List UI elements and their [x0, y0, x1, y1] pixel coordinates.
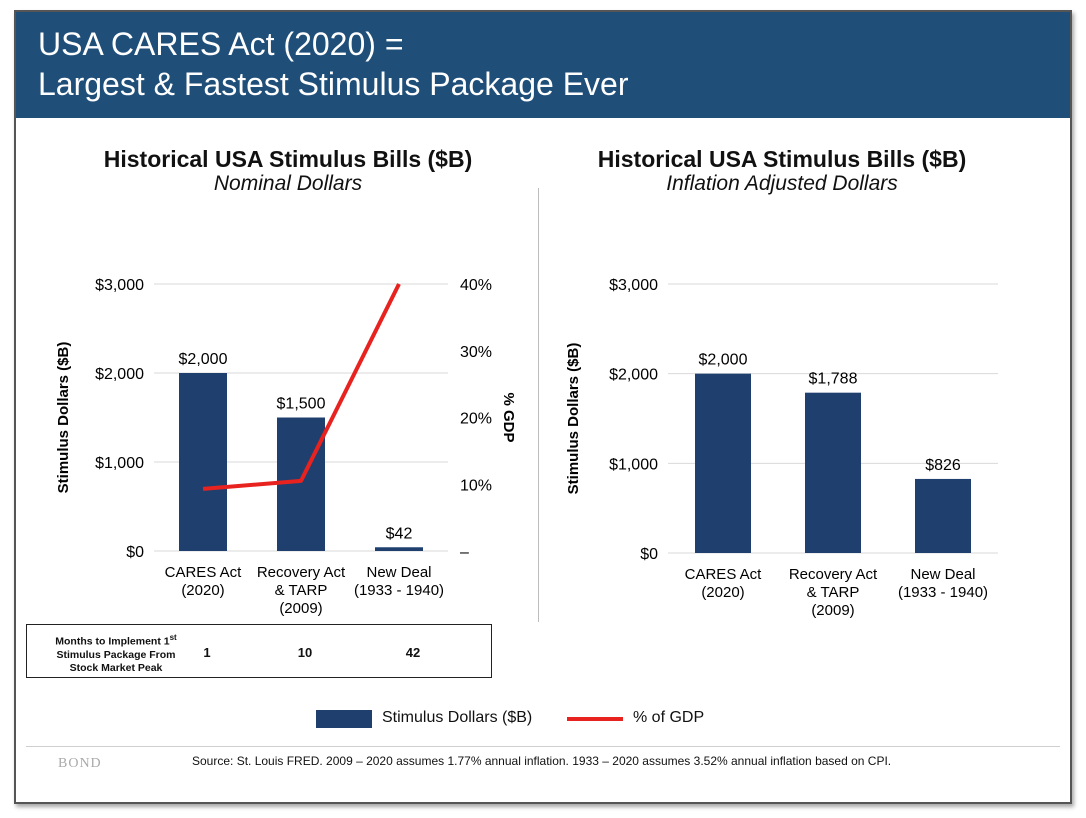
data-label: $2,000 — [179, 351, 228, 368]
x-tick-label: Recovery Act — [257, 564, 346, 581]
footer-rule — [26, 746, 1060, 747]
x-tick-label: New Deal — [366, 564, 431, 581]
data-label: $2,000 — [699, 352, 748, 369]
x-tick-label: & TARP — [275, 582, 328, 599]
slide-title-line1: USA CARES Act (2020) = — [38, 26, 404, 62]
legend-bar-swatch — [316, 710, 372, 728]
months-value-cares: 1 — [203, 645, 211, 660]
y2-tick-label: 20% — [460, 411, 492, 428]
y2-tick-label: 10% — [460, 477, 492, 494]
right-chart: $0 $1,000 $2,000 $3,000 Stimulus Dollars ($B… — [565, 277, 998, 619]
data-label: $1,788 — [809, 371, 858, 388]
y2-axis-label: % GDP — [500, 392, 517, 442]
x-tick-label: & TARP — [807, 584, 860, 601]
months-value-new-deal: 42 — [405, 645, 421, 660]
y-tick-label: $2,000 — [95, 366, 144, 383]
y-tick-label: $1,000 — [609, 456, 658, 473]
x-tick-label: New Deal — [910, 566, 975, 583]
data-label: $826 — [925, 457, 961, 474]
right-chart-subtitle: Inflation Adjusted Dollars — [666, 172, 898, 195]
slide-frame: USA CARES Act (2020) = Largest & Fastest… — [14, 10, 1072, 804]
data-label: $42 — [386, 525, 413, 542]
bar — [179, 373, 227, 551]
legend-bar-label: Stimulus Dollars ($B) — [382, 709, 533, 726]
y-tick-label: $1,000 — [95, 455, 144, 472]
months-value-recovery: 10 — [297, 645, 313, 660]
bar — [695, 373, 751, 553]
y-tick-label: $3,000 — [95, 277, 144, 294]
x-tick-label: (2020) — [181, 582, 224, 599]
legend-line-swatch — [567, 717, 623, 721]
left-chart-title: Historical USA Stimulus Bills ($B) — [103, 146, 473, 172]
slide-header: USA CARES Act (2020) = Largest & Fastest… — [16, 12, 1070, 118]
left-chart: $0 $1,000 $2,000 $3,000 Stimulus Dollars ($B… — [55, 277, 517, 617]
x-tick-label: (1933 - 1940) — [898, 584, 988, 601]
y-axis-label: Stimulus Dollars ($B) — [55, 342, 72, 494]
x-tick-label: (2009) — [279, 600, 322, 617]
chart-divider — [538, 188, 539, 622]
y-tick-label: $0 — [640, 546, 658, 563]
source-note: Source: St. Louis FRED. 2009 – 2020 assu… — [192, 754, 892, 768]
x-tick-label: (2020) — [701, 584, 744, 601]
x-tick-label: CARES Act — [685, 566, 763, 583]
months-to-implement-table: Months to Implement 1st Stimulus Package… — [26, 624, 492, 678]
left-chart-subtitle: Nominal Dollars — [213, 172, 363, 195]
y2-tick-label: 30% — [460, 344, 492, 361]
y2-tick-label: – — [460, 544, 469, 561]
y-tick-label: $3,000 — [609, 277, 658, 294]
x-tick-label: (1933 - 1940) — [354, 582, 444, 599]
x-tick-label: (2009) — [811, 602, 854, 619]
bar — [915, 478, 971, 553]
x-tick-label: CARES Act — [165, 564, 243, 581]
data-label: $1,500 — [277, 396, 326, 413]
y-tick-label: $0 — [126, 544, 144, 561]
bar — [277, 417, 325, 551]
y-tick-label: $2,000 — [609, 367, 658, 384]
y2-tick-label: 40% — [460, 277, 492, 294]
y-axis-label: Stimulus Dollars ($B) — [565, 343, 582, 495]
brand-logo: BOND — [58, 756, 102, 771]
x-tick-label: Recovery Act — [789, 566, 878, 583]
months-label: Months to Implement 1st Stimulus Package… — [55, 633, 177, 674]
gdp-line — [202, 283, 401, 491]
legend-line-label: % of GDP — [633, 709, 705, 726]
slide-title-line2: Largest & Fastest Stimulus Package Ever — [38, 66, 629, 102]
bar — [805, 392, 861, 553]
bar — [375, 547, 423, 551]
right-chart-title: Historical USA Stimulus Bills ($B) — [597, 146, 967, 172]
